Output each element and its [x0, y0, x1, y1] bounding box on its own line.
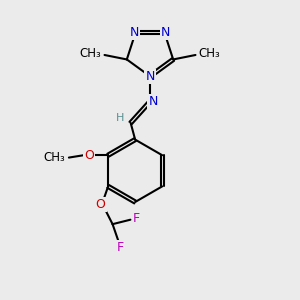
Text: CH₃: CH₃ — [198, 47, 220, 60]
Text: F: F — [133, 212, 140, 225]
Text: CH₃: CH₃ — [44, 151, 65, 164]
Text: N: N — [130, 26, 139, 39]
Text: F: F — [116, 242, 124, 254]
Text: N: N — [145, 70, 155, 83]
Text: CH₃: CH₃ — [80, 47, 102, 60]
Text: O: O — [84, 149, 94, 162]
Text: O: O — [96, 198, 106, 211]
Text: N: N — [148, 95, 158, 108]
Text: N: N — [161, 26, 170, 39]
Text: H: H — [116, 112, 124, 123]
